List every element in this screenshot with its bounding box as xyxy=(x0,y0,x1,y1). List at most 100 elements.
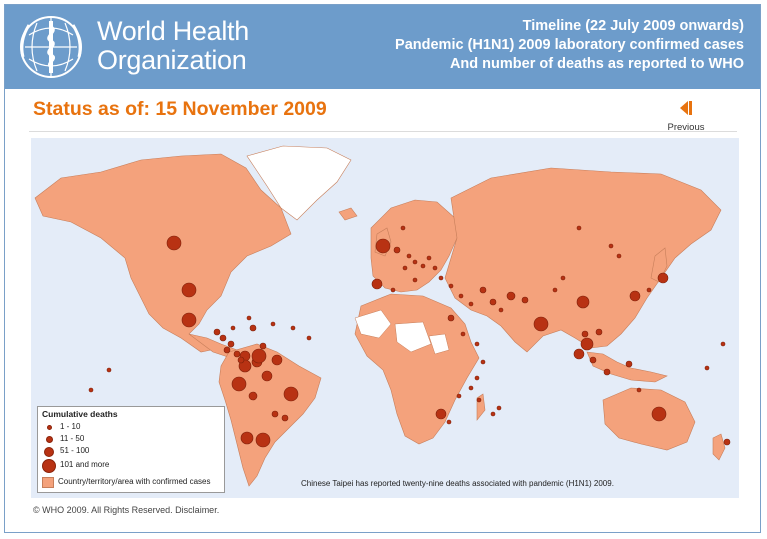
legend-title: Cumulative deaths xyxy=(42,409,118,419)
death-circle-marker xyxy=(458,293,464,299)
death-circle-marker xyxy=(106,367,112,373)
death-circle-marker xyxy=(249,324,257,332)
legend-label: Country/territory/area with confirmed ca… xyxy=(58,477,211,486)
new-zealand-region xyxy=(712,433,726,461)
unconfirmed-area-west-africa xyxy=(354,309,392,339)
death-circle-marker xyxy=(506,291,516,301)
death-circle-marker xyxy=(474,375,480,381)
death-circle-marker xyxy=(230,325,236,331)
death-circle-marker xyxy=(270,321,276,327)
death-circle-marker xyxy=(474,341,480,347)
legend-box: Cumulative deaths 1 - 10 11 - 50 51 - 10… xyxy=(37,406,225,493)
southeast-asia-islands-region xyxy=(586,351,668,383)
legend-area-swatch xyxy=(42,477,54,488)
death-circle-marker xyxy=(259,342,267,350)
death-circle-marker xyxy=(393,246,401,254)
death-circle-marker xyxy=(480,359,486,365)
iceland-region xyxy=(338,207,358,221)
legend-dot-medium xyxy=(46,436,53,443)
death-circle-marker xyxy=(552,287,558,293)
header-bar: World Health Organization Timeline (22 J… xyxy=(5,5,760,89)
death-circle-marker xyxy=(371,278,383,290)
copyright-footer: © WHO 2009. All Rights Reserved. Disclai… xyxy=(33,505,220,515)
death-circle-marker xyxy=(479,286,487,294)
death-circle-marker xyxy=(573,348,585,360)
death-circle-marker xyxy=(375,238,391,254)
death-circle-marker xyxy=(521,296,529,304)
death-circle-marker xyxy=(237,356,245,364)
legend-row-51-100: 51 - 100 xyxy=(38,445,224,457)
south-america-region xyxy=(218,343,322,487)
death-circle-marker xyxy=(625,360,633,368)
organization-name: World Health Organization xyxy=(97,17,249,75)
death-circle-marker xyxy=(412,259,418,265)
legend-label: 101 and more xyxy=(60,460,110,469)
death-circle-marker xyxy=(255,432,271,448)
previous-label: Previous xyxy=(667,122,705,133)
death-circle-marker xyxy=(603,368,611,376)
death-circle-marker xyxy=(306,335,312,341)
death-circle-marker xyxy=(213,328,221,336)
legend-label: 51 - 100 xyxy=(60,446,90,455)
death-circle-marker xyxy=(460,331,466,337)
death-circle-marker xyxy=(290,325,296,331)
chinese-taipei-note: Chinese Taipei has reported twenty-nine … xyxy=(301,479,614,488)
death-circle-marker xyxy=(589,356,597,364)
death-circle-marker xyxy=(490,411,496,417)
death-circle-marker xyxy=(88,387,94,393)
death-circle-marker xyxy=(219,334,227,342)
death-circle-marker xyxy=(271,410,279,418)
death-circle-marker xyxy=(629,290,641,302)
header-titles: Timeline (22 July 2009 onwards) Pandemic… xyxy=(395,17,744,74)
divider xyxy=(29,131,737,132)
legend-dot-small xyxy=(47,425,52,430)
death-circle-marker xyxy=(646,287,652,293)
legend-row-1-10: 1 - 10 xyxy=(38,421,224,433)
death-circle-marker xyxy=(468,385,474,391)
legend-row-11-50: 11 - 50 xyxy=(38,433,224,445)
death-circle-marker xyxy=(657,272,669,284)
death-circle-marker xyxy=(233,350,241,358)
death-circle-marker xyxy=(400,225,406,231)
death-circle-marker xyxy=(181,282,197,298)
death-circle-marker xyxy=(616,253,622,259)
greenland-region xyxy=(246,145,352,221)
death-circle-marker xyxy=(231,376,247,392)
death-circle-marker xyxy=(651,406,667,422)
death-circle-marker xyxy=(704,365,710,371)
death-circle-marker xyxy=(412,277,418,283)
death-circle-marker xyxy=(251,348,267,364)
previous-arrow-icon xyxy=(680,101,692,115)
death-circle-marker xyxy=(261,370,273,382)
page-frame: World Health Organization Timeline (22 J… xyxy=(4,4,761,533)
legend-dot-large xyxy=(44,447,54,457)
death-circle-marker xyxy=(581,330,589,338)
death-circle-marker xyxy=(533,316,549,332)
timeline-title: Timeline (22 July 2009 onwards) xyxy=(522,18,744,34)
death-circle-marker xyxy=(248,391,258,401)
death-circle-marker xyxy=(283,386,299,402)
death-circle-marker xyxy=(720,341,726,347)
unconfirmed-area-central-africa xyxy=(394,321,432,353)
death-circle-marker xyxy=(580,337,594,351)
death-circle-marker xyxy=(498,307,504,313)
australia-region xyxy=(602,387,696,451)
north-america-region xyxy=(34,153,292,353)
map-canvas xyxy=(34,145,731,487)
death-circle-marker xyxy=(246,315,252,321)
legend-label: 11 - 50 xyxy=(60,434,85,443)
unconfirmed-area-horn-africa xyxy=(428,333,450,355)
death-circle-marker xyxy=(281,414,289,422)
previous-button[interactable]: Previous xyxy=(662,100,710,133)
pandemic-title: Pandemic (H1N1) 2009 laboratory confirme… xyxy=(395,37,744,53)
death-circle-marker xyxy=(489,298,497,306)
org-name-line2: Organization xyxy=(97,45,247,75)
death-circle-marker xyxy=(227,340,235,348)
death-circle-marker xyxy=(448,283,454,289)
death-circle-marker xyxy=(447,314,455,322)
legend-label: 1 - 10 xyxy=(60,422,81,431)
death-circle-marker xyxy=(636,387,642,393)
legend-dot-xlarge xyxy=(42,459,56,473)
death-circle-marker xyxy=(271,354,283,366)
death-circle-marker xyxy=(446,419,452,425)
